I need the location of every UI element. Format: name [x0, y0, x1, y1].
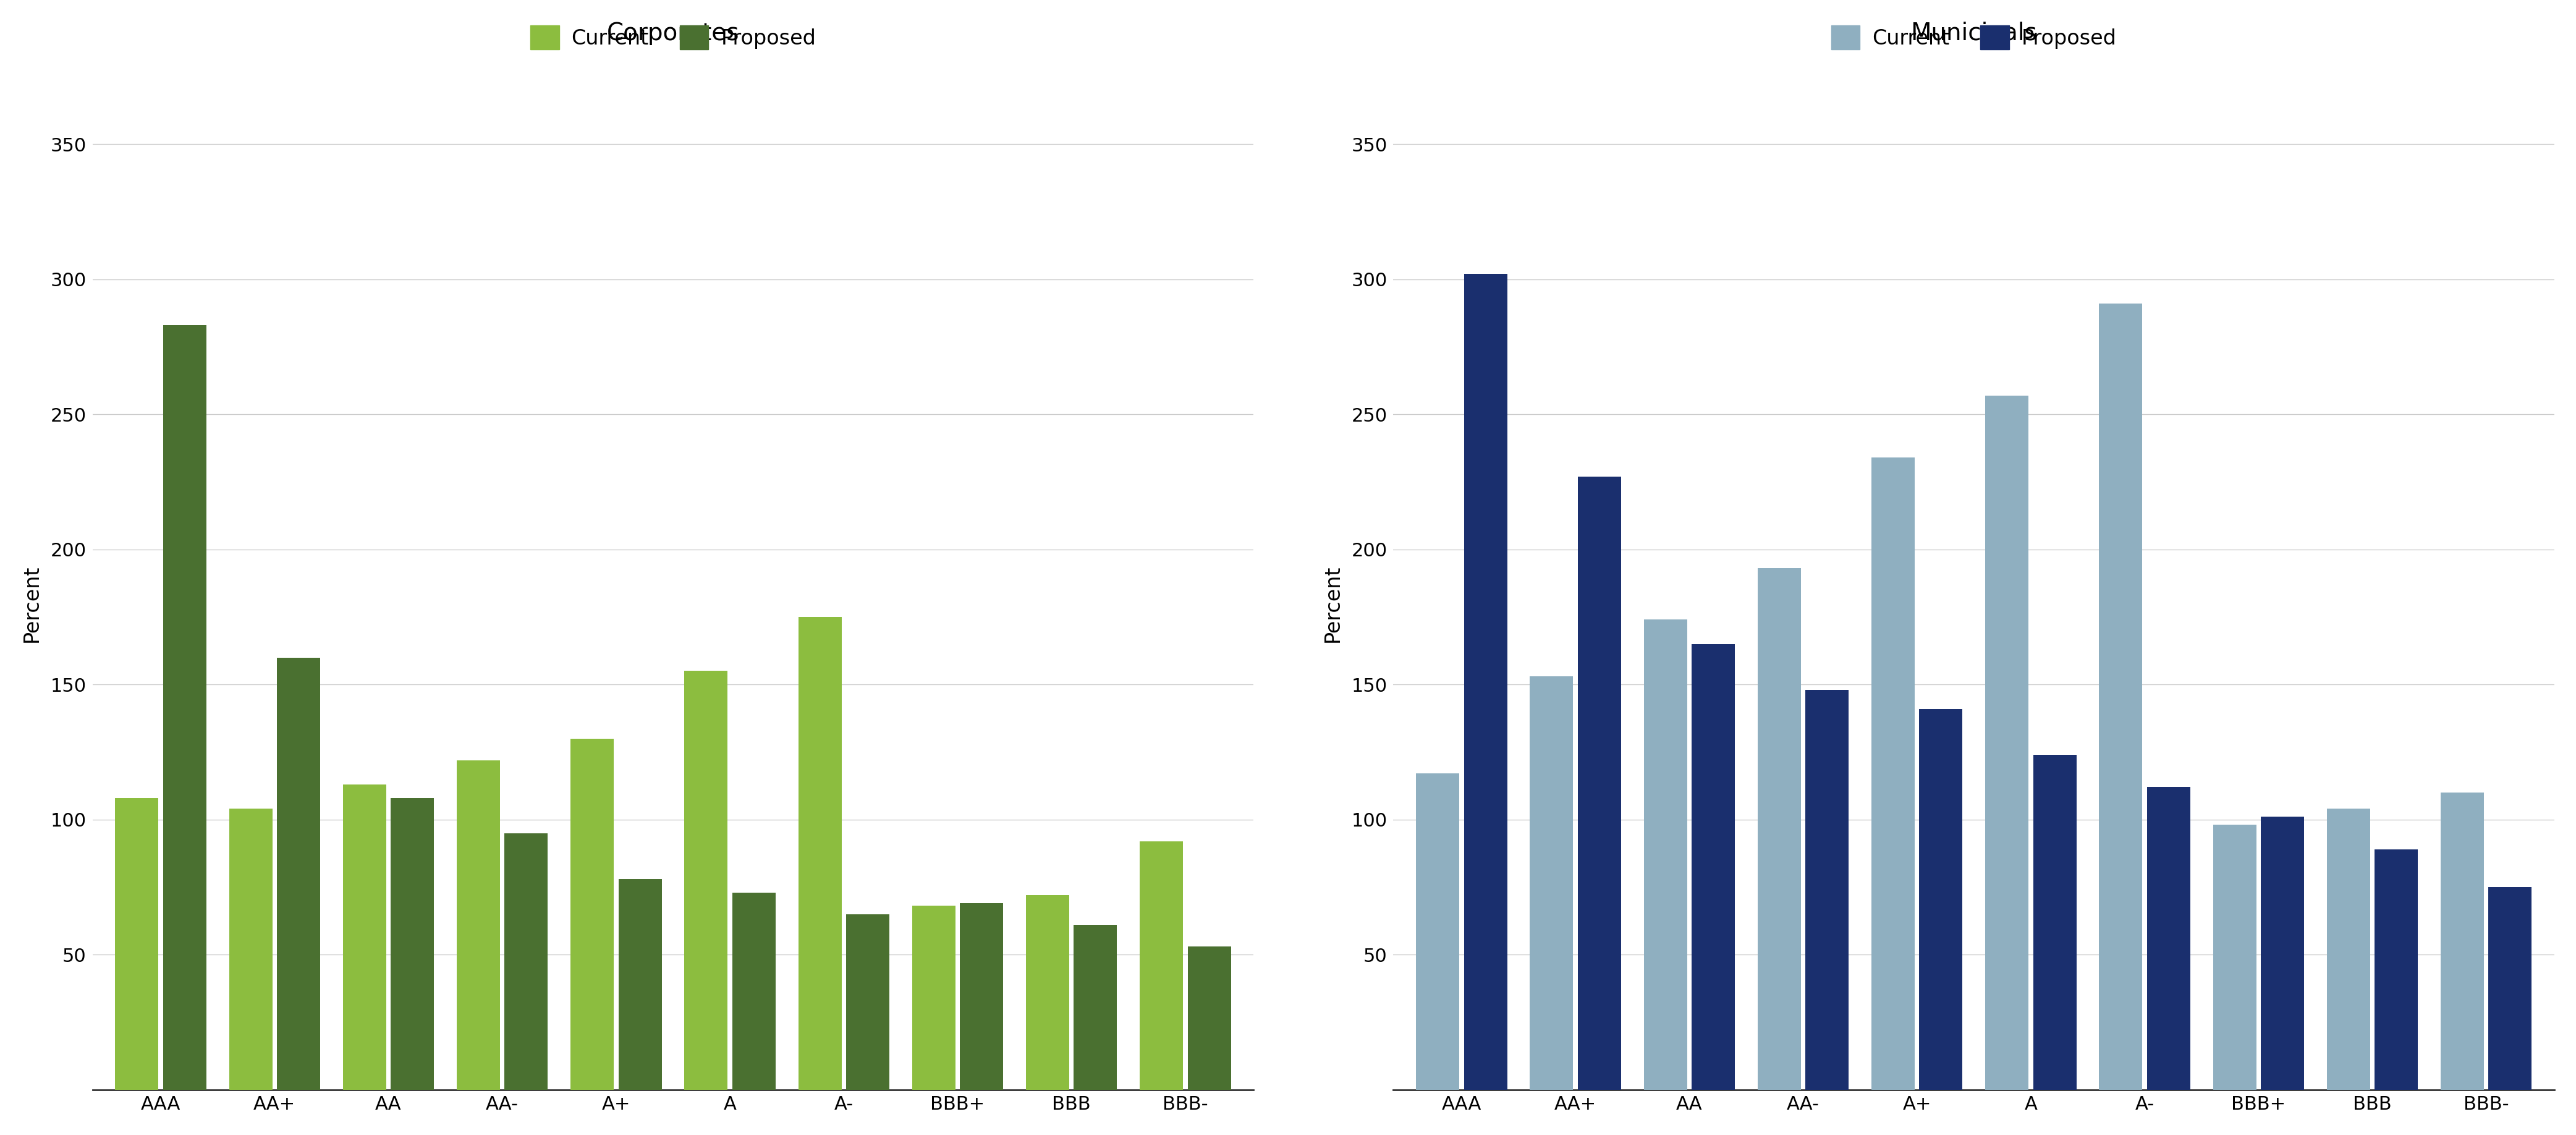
Bar — [1530, 676, 1574, 1090]
Bar — [1025, 896, 1069, 1090]
Title: Corporates: Corporates — [608, 22, 739, 45]
Legend: Current, Proposed: Current, Proposed — [1832, 25, 2117, 49]
Bar — [2262, 817, 2303, 1090]
Bar — [1074, 925, 1118, 1090]
Bar — [618, 878, 662, 1090]
Bar — [2326, 809, 2370, 1090]
Bar — [912, 906, 956, 1090]
Bar — [845, 914, 889, 1090]
Bar — [2032, 755, 2076, 1090]
Bar — [343, 784, 386, 1090]
Bar — [1757, 569, 1801, 1090]
Bar — [1463, 274, 1507, 1090]
Bar — [799, 617, 842, 1090]
Bar — [276, 657, 319, 1090]
Bar — [2213, 825, 2257, 1090]
Bar — [1188, 947, 1231, 1090]
Bar — [1919, 708, 1963, 1090]
Bar — [162, 326, 206, 1090]
Bar — [2488, 888, 2532, 1090]
Bar — [1806, 690, 1850, 1090]
Y-axis label: Percent: Percent — [1321, 565, 1342, 642]
Bar — [1873, 457, 1914, 1090]
Bar — [1643, 620, 1687, 1090]
Bar — [1139, 841, 1182, 1090]
Bar — [732, 892, 775, 1090]
Bar — [685, 671, 726, 1090]
Bar — [229, 809, 273, 1090]
Bar — [1577, 477, 1620, 1090]
Bar — [116, 798, 160, 1090]
Bar — [2439, 792, 2483, 1090]
Bar — [392, 798, 433, 1090]
Bar — [456, 760, 500, 1090]
Bar — [961, 903, 1002, 1090]
Bar — [505, 833, 549, 1090]
Bar — [1417, 774, 1461, 1090]
Title: Municipals: Municipals — [1911, 22, 2038, 45]
Bar — [2146, 787, 2190, 1090]
Bar — [2099, 304, 2143, 1090]
Legend: Current, Proposed: Current, Proposed — [531, 25, 817, 49]
Y-axis label: Percent: Percent — [21, 565, 41, 642]
Bar — [1692, 644, 1734, 1090]
Bar — [1986, 395, 2027, 1090]
Bar — [572, 739, 613, 1090]
Bar — [2375, 849, 2419, 1090]
